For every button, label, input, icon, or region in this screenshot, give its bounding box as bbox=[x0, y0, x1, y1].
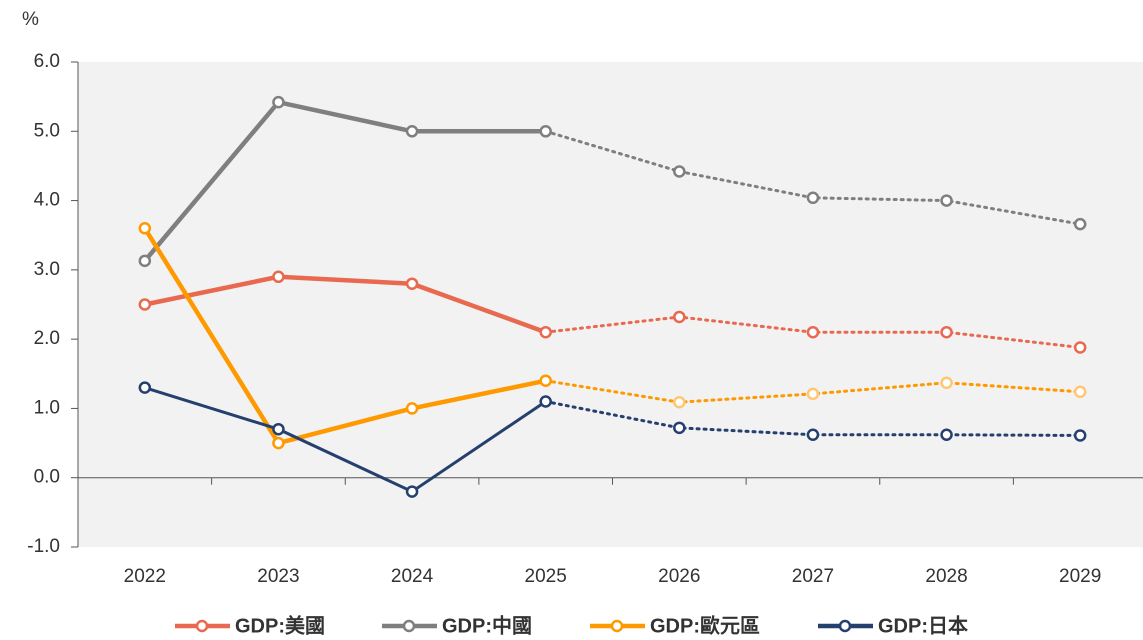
point bbox=[806, 191, 820, 205]
point bbox=[673, 165, 686, 178]
point bbox=[405, 485, 419, 498]
point bbox=[673, 395, 686, 409]
y-tick-label: 3.0 bbox=[34, 259, 60, 280]
x-tick-label: 2023 bbox=[257, 566, 299, 587]
y-tick-label: 2.0 bbox=[34, 328, 60, 349]
point bbox=[138, 254, 152, 268]
point bbox=[1073, 429, 1087, 442]
line bbox=[142, 99, 548, 264]
legend-label: GDP:美國 bbox=[235, 613, 325, 637]
x-tick-label: 2024 bbox=[391, 566, 434, 587]
point bbox=[673, 421, 686, 435]
point bbox=[940, 194, 953, 207]
point bbox=[1073, 217, 1087, 231]
y-tick-label: 5.0 bbox=[34, 120, 60, 141]
point bbox=[272, 422, 285, 436]
point bbox=[405, 402, 419, 415]
point bbox=[272, 270, 285, 284]
legend-marker bbox=[610, 619, 624, 633]
point bbox=[673, 310, 686, 324]
line bbox=[142, 226, 548, 446]
y-tick-label: 1.0 bbox=[34, 397, 60, 418]
y-axis-label: % bbox=[22, 9, 39, 30]
legend-label: GDP:中國 bbox=[442, 613, 532, 637]
point bbox=[405, 277, 419, 290]
x-tick-label: 2026 bbox=[658, 566, 700, 587]
point bbox=[1073, 385, 1087, 399]
line bbox=[143, 386, 548, 494]
y-tick-label: -1.0 bbox=[27, 536, 60, 557]
y-tick-label: 4.0 bbox=[34, 190, 60, 211]
legend-label: GDP:歐元區 bbox=[650, 613, 760, 637]
point bbox=[272, 95, 285, 109]
legend-marker bbox=[195, 619, 209, 633]
x-tick-label: 2029 bbox=[1059, 566, 1101, 587]
point bbox=[806, 428, 820, 442]
point bbox=[138, 298, 152, 311]
point bbox=[1073, 341, 1087, 354]
point bbox=[806, 325, 820, 339]
y-tick-label: 6.0 bbox=[34, 51, 60, 72]
point bbox=[138, 222, 152, 235]
point bbox=[940, 325, 953, 339]
point bbox=[940, 428, 953, 442]
point bbox=[539, 395, 552, 408]
x-tick-label: 2022 bbox=[124, 566, 166, 587]
legend-label: GDP:日本 bbox=[878, 614, 968, 637]
legend-marker bbox=[402, 619, 416, 633]
x-tick-label: 2028 bbox=[925, 566, 967, 587]
point bbox=[405, 125, 419, 138]
y-tick-label: 0.0 bbox=[34, 467, 60, 488]
point bbox=[272, 436, 285, 450]
point bbox=[539, 325, 552, 339]
point bbox=[940, 376, 953, 390]
point bbox=[806, 387, 820, 401]
legend-marker bbox=[838, 619, 852, 633]
point bbox=[539, 125, 552, 138]
point bbox=[539, 374, 552, 387]
plot-background bbox=[78, 62, 1143, 547]
point bbox=[138, 381, 152, 394]
x-tick-label: 2025 bbox=[525, 566, 567, 587]
x-tick-label: 2027 bbox=[792, 566, 834, 587]
line bbox=[142, 274, 548, 335]
forecast-line bbox=[544, 400, 1082, 437]
